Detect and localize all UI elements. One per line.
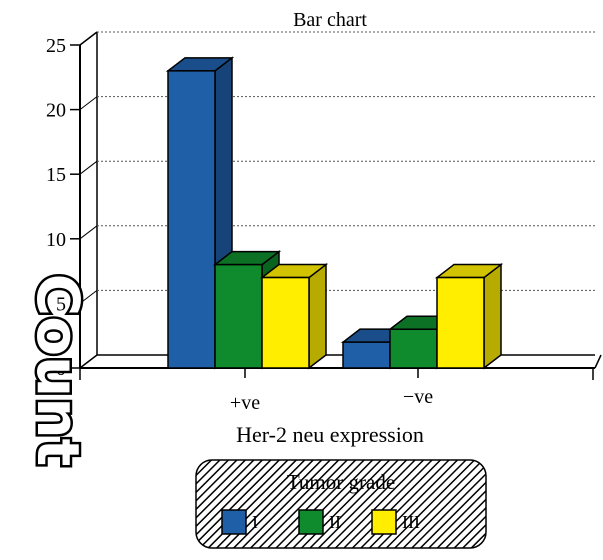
bar — [434, 263, 504, 370]
y-axis-title: Count — [24, 274, 92, 467]
floor-left-edge — [79, 354, 98, 369]
gridline-wall — [79, 225, 98, 240]
y-tick-label: 10 — [46, 229, 66, 251]
bar-side — [483, 263, 502, 370]
y-axis-ticks: 0 5 10 15 20 25 — [46, 35, 80, 380]
y-tick-label: 20 — [46, 100, 66, 122]
gridline-wall — [79, 96, 98, 110]
bar — [259, 263, 329, 370]
x-axis-title: Her-2 neu expression — [236, 422, 424, 447]
legend-label: I — [252, 512, 258, 532]
gridlines — [79, 31, 595, 304]
y-tick-label: 15 — [46, 164, 66, 186]
bar-side — [308, 263, 327, 370]
y-tick-label: 5 — [56, 293, 66, 315]
legend-items: I II III — [221, 509, 420, 535]
legend-item: III — [371, 509, 420, 535]
legend-swatch — [221, 509, 247, 535]
legend-item: II — [298, 509, 341, 535]
gridline-wall — [79, 290, 98, 304]
x-axis-categories: +ve −ve — [79, 368, 594, 414]
bar-front — [436, 276, 485, 369]
x-category-label: −ve — [403, 386, 433, 408]
legend: Tumor grade I II III — [195, 459, 487, 549]
legend-swatch — [371, 509, 397, 535]
y-tick-label: 25 — [46, 35, 66, 57]
legend-label: III — [402, 512, 420, 532]
bar-front — [389, 328, 438, 369]
x-category-label: +ve — [230, 392, 260, 414]
bars — [165, 56, 504, 370]
bar-front — [261, 276, 310, 369]
gridline-wall — [79, 31, 98, 46]
legend-label: II — [329, 512, 341, 532]
legend-box — [195, 459, 487, 549]
legend-title: Tumor grade — [287, 470, 395, 494]
legend-swatch — [298, 509, 324, 535]
bar — [165, 56, 235, 370]
bar-front — [167, 70, 216, 369]
gridline-wall — [79, 160, 98, 175]
bar-front — [342, 341, 391, 369]
bar-front — [214, 263, 263, 369]
plot-frame — [79, 31, 602, 369]
chart-title: Bar chart — [293, 9, 367, 31]
y-tick-label: 0 — [56, 358, 66, 380]
floor-right-edge — [594, 354, 602, 369]
legend-item: I — [221, 509, 258, 535]
